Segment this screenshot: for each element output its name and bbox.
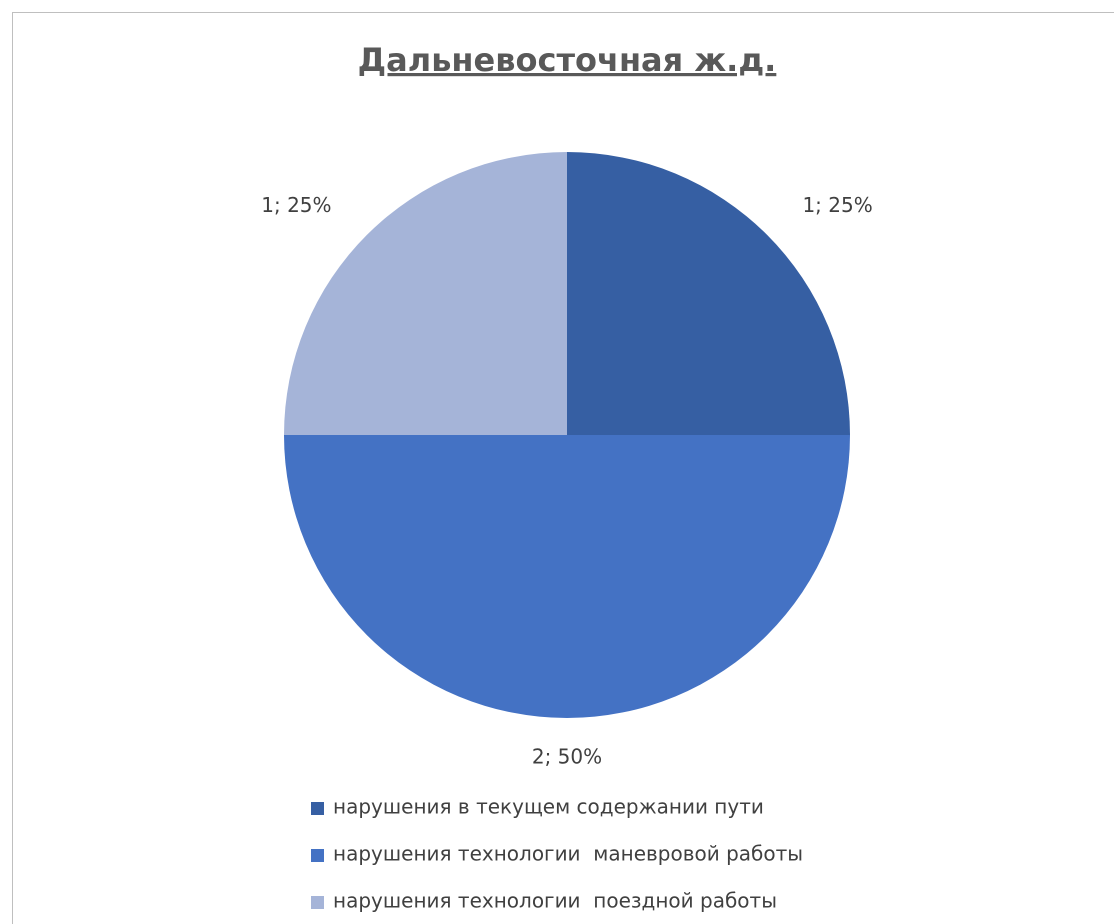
data-label: 1; 25% [802, 193, 872, 217]
pie-slice [284, 435, 850, 718]
legend-swatch [311, 896, 324, 909]
legend-swatch [311, 802, 324, 815]
chart-title: Дальневосточная ж.д. [358, 41, 777, 79]
legend-label: нарушения технологии маневровой работы [333, 842, 803, 866]
pie-slice [567, 152, 850, 435]
pie-slice [284, 152, 567, 435]
legend-swatch [311, 849, 324, 862]
legend-label: нарушения технологии поездной работы [333, 889, 777, 913]
data-label: 1; 25% [261, 193, 331, 217]
legend-label: нарушения в текущем содержании пути [333, 795, 764, 819]
data-label: 2; 50% [532, 745, 602, 769]
chart-frame [12, 12, 1114, 924]
